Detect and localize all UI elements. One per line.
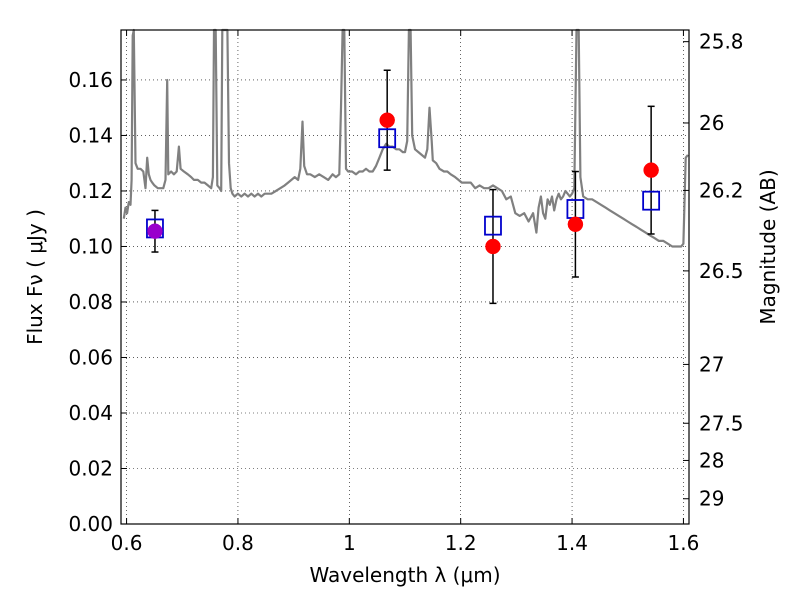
x-tick-label: 0.6 [111,531,143,555]
ticks [121,30,689,525]
x-tick-labels: 0.6 0.8 1 1.2 1.4 1.6 [111,531,700,555]
y2-tick-label: 29 [699,487,724,511]
y2-tick-label: 27.5 [699,411,744,435]
y-tick-label: 0.06 [68,345,113,369]
y-tick-label: 0.02 [68,456,113,480]
model-flux-square [484,215,502,236]
y-tick-label: 0.16 [68,68,113,92]
y-tick-label: 0.04 [68,401,113,425]
observed-flux-point [643,162,659,178]
model-spectrum-line [122,28,689,248]
y-tick-label: 0.00 [68,512,113,536]
y2-axis-label: Magnitude (AB) [756,169,780,324]
y2-tick-label: 25.8 [699,30,744,54]
y2-tick-label: 28 [699,448,724,472]
y-tick-labels: 0.00 0.02 0.04 0.06 0.08 0.10 0.12 0.14 0.16 [68,68,113,536]
x-tick-label: 0.8 [222,531,254,555]
y-tick-label: 0.10 [68,234,113,258]
y-tick-label: 0.14 [68,123,113,147]
observed-flux-point [147,223,163,239]
observed-flux-point [485,238,501,255]
plot-frame [120,29,690,525]
observed-flux-point [379,112,395,128]
y2-tick-label: 26 [699,111,724,135]
y-tick-label: 0.12 [68,179,113,203]
y2-tick-label: 26.2 [699,178,744,202]
y-axis-label: Flux Fν ( μJy ) [23,209,47,345]
x-tick-label: 1.6 [668,531,700,555]
y2-tick-label: 26.5 [699,259,744,283]
x-tick-label: 1.4 [556,531,588,555]
y2-tick-labels: 25.8 26 26.2 26.5 27 27.5 28 29 [699,30,744,511]
x-axis-label: Wavelength λ (μm) [309,563,500,587]
model-flux-square [378,128,397,149]
y-tick-label: 0.08 [68,290,113,314]
x-tick-label: 1.2 [445,531,477,555]
x-tick-label: 1 [343,531,356,555]
observed-flux-markers [147,112,659,255]
model-spectrum [122,28,689,248]
observed-flux-point [567,216,584,233]
model-flux-square [642,190,661,211]
y2-tick-label: 27 [699,352,724,376]
